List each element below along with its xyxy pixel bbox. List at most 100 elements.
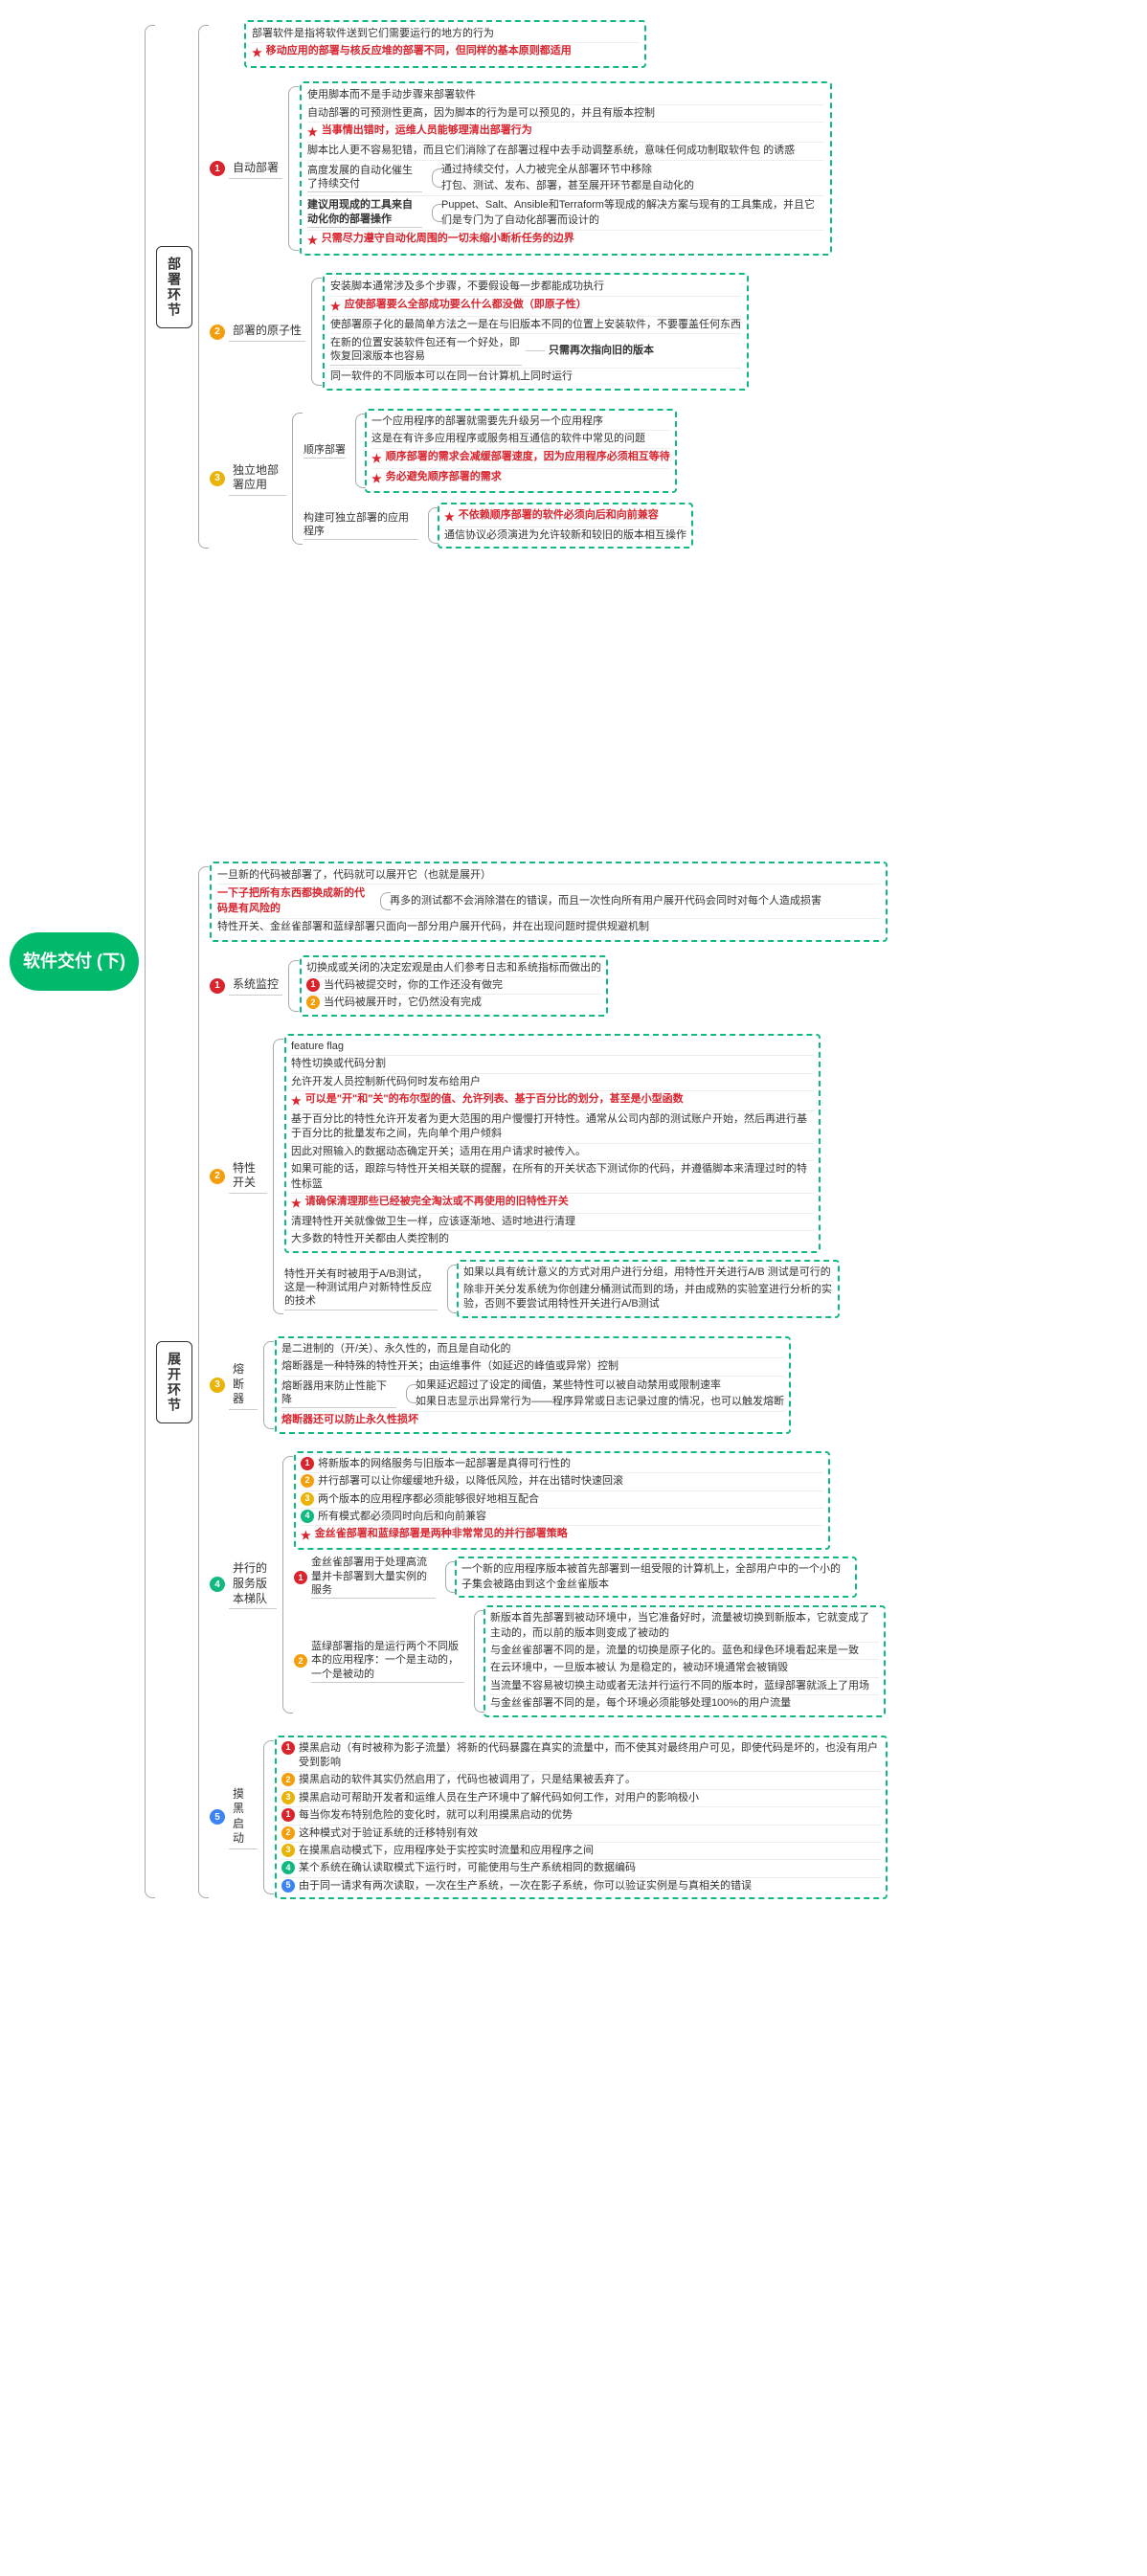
- bg2: 与金丝雀部署不同的是，流量的切换是原子化的。蓝色和绿色环境看起来是一致: [490, 1644, 859, 1658]
- s1l5c: 打包、测试、发布、部署，甚至展开环节都是自动化的: [441, 179, 694, 193]
- s2l4a: 在新的位置安装软件包还有一个好处，即恢复回滚版本也容易: [330, 336, 522, 366]
- badge-1: 1: [210, 161, 225, 176]
- p1: 1: [301, 1457, 314, 1470]
- r1l1: 切换成或关闭的决定宏观是由人们参考日志和系统指标而做出的: [306, 961, 601, 975]
- r5l2: 摸黑启动的软件其实仍然启用了，代码也被调用了，只是结果被丢弃了。: [299, 1773, 636, 1787]
- r5l7: 某个系统在确认读取模式下运行时，可能使用与生产系统相同的数据编码: [299, 1861, 636, 1875]
- bg5: 与金丝雀部署不同的是，每个环境必须能够处理100%的用户流量: [490, 1696, 791, 1711]
- d8: 5: [281, 1879, 295, 1893]
- r1l2: 当代码被提交时，你的工作还没有做完: [324, 978, 503, 993]
- r2l2: 特性切换或代码分割: [291, 1057, 386, 1071]
- bg-label: 蓝绿部署指的是运行两个不同版本的应用程序：一个是主动的，一个是被动的: [311, 1640, 464, 1683]
- r2l6: 因此对照输入的数据动态确定开关；适用在用户请求时被传入。: [291, 1145, 586, 1159]
- deploy-intro-l2: 移动应用的部署与核反应堆的部署不同，但同样的基本原则都适用: [266, 44, 572, 58]
- monitor-title: 系统监控: [229, 975, 282, 996]
- s1l1: 使用脚本而不是手动步骤来部署软件: [307, 88, 476, 102]
- badge-r3: 3: [210, 1378, 225, 1393]
- s3b2: 通信协议必须演进为允许较新和较旧的版本相互操作: [444, 528, 686, 543]
- bg4: 当流量不容易被切换主动或者无法并行运行不同的版本时，蓝绿部署就派上了用场: [490, 1679, 869, 1693]
- badge-r2: 2: [210, 1169, 225, 1184]
- d5: 2: [281, 1826, 295, 1840]
- r3l1: 是二进制的（开/关）、永久性的，而且是自动化的: [281, 1342, 511, 1356]
- canary-badge: 1: [294, 1571, 307, 1584]
- r2l10: 大多数的特性开关都由人类控制的: [291, 1232, 449, 1246]
- seq-label: 顺序部署: [304, 443, 346, 459]
- s1l2: 自动部署的可预测性更高，因为脚本的行为是可以预见的，并且有版本控制: [307, 106, 655, 121]
- r3l2: 熔断器是一种特殊的特性开关；由运维事件（如延迟的峰值或异常）控制: [281, 1359, 618, 1374]
- branch-rollout-title: 展开环节: [156, 1341, 192, 1423]
- r5l5: 这种模式对于验证系统的迁移特别有效: [299, 1826, 478, 1841]
- d1: 1: [281, 1741, 295, 1755]
- badge-3: 3: [210, 471, 225, 486]
- d3: 3: [281, 1791, 295, 1804]
- auto-deploy-title: 自动部署: [229, 159, 282, 179]
- r2l3: 允许开发人员控制新代码何时发布给用户: [291, 1075, 481, 1089]
- r5l8: 由于同一请求有两次读取，一次在生产系统，一次在影子系统，你可以验证实例是与真相关…: [299, 1879, 752, 1893]
- s2l2: 应使部署要么全部成功要么什么都没做（即原子性）: [345, 298, 587, 312]
- s2l5: 同一软件的不同版本可以在同一台计算机上同时运行: [330, 370, 573, 384]
- r2l7: 如果可能的话，跟踪与特性开关相关联的提醒，在所有的开关状态下测试你的代码，并遵循…: [291, 1162, 814, 1192]
- bg1: 新版本首先部署到被动环境中，当它准备好时，流量被切换到新版本，它就变成了主动的，…: [490, 1611, 879, 1641]
- ab1: 如果以具有统计意义的方式对用户进行分组，用特性开关进行A/B 测试是可行的: [463, 1266, 831, 1280]
- r5l3: 摸黑启动可帮助开发者和运维人员在生产环境中了解代码如何工作，对用户的影响极小: [299, 1791, 699, 1805]
- s1l4: 脚本比人更不容易犯错，而且它们消除了在部署过程中去手动调整系统，意味任何成功制取…: [307, 144, 795, 158]
- badge-r5: 5: [210, 1809, 225, 1825]
- p4: 4: [301, 1510, 314, 1523]
- r1l3: 当代码被展开时，它仍然没有完成: [324, 996, 482, 1010]
- ab2: 除非开关分发系统为你创建分桶测试而到的场，并由成熟的实验室进行分析的实验，否则不…: [463, 1283, 833, 1312]
- mini-2: 2: [306, 996, 320, 1009]
- canary1: 一个新的应用程序版本被首先部署到一组受限的计算机上，全部用户中的一个小的子集会被…: [461, 1562, 850, 1592]
- monitor-box: 切换成或关闭的决定宏观是由人们参考日志和系统指标而做出的 1当代码被提交时，你的…: [300, 955, 608, 1017]
- auto-deploy-box: 使用脚本而不是手动步骤来部署软件 自动部署的可预测性更高，因为脚本的行为是可以预…: [300, 81, 832, 256]
- r4l1: 将新版本的网络服务与旧版本一起部署是真得可行性的: [318, 1457, 571, 1471]
- bg-badge: 2: [294, 1654, 307, 1668]
- build-box: ★不依赖顺序部署的软件必须向后和向前兼容 通信协议必须演进为允许较新和较旧的版本…: [438, 503, 693, 549]
- par-box: 1将新版本的网络服务与旧版本一起部署是真得可行性的 2并行部署可以让你缓缓地升级…: [294, 1451, 830, 1551]
- indie-title: 独立地部署应用: [229, 461, 286, 496]
- s1l5b: 通过持续交付，人力被完全从部署环节中移除: [441, 163, 694, 177]
- ab-label: 特性开关有时被用于A/B测试，这是一种测试用户对新特性反应的技术: [284, 1267, 438, 1310]
- d4: 1: [281, 1808, 295, 1822]
- s1l7: 只需尽力遵守自动化周围的一切未缩小断析任务的边界: [322, 232, 574, 246]
- bg3: 在云环境中，一旦版本被认 为是稳定的，被动环境通常会被销毁: [490, 1661, 788, 1675]
- r-i2b: 再多的测试都不会消除潜在的错误，而且一次性向所有用户展开代码会同时对每个人造成损…: [390, 894, 821, 908]
- canary-box: 一个新的应用程序版本被首先部署到一组受限的计算机上，全部用户中的一个小的子集会被…: [455, 1557, 857, 1598]
- r4l3: 两个版本的应用程序都必须能够很好地相互配合: [318, 1492, 539, 1507]
- s1l3: 当事情出错时，运维人员能够理清出部署行为: [322, 123, 532, 138]
- s1l6a: 建议用现成的工具来自动化你的部署操作: [307, 198, 422, 228]
- cb-box: 是二进制的（开/关）、永久性的，而且是自动化的 熔断器是一种特殊的特性开关；由运…: [275, 1336, 791, 1434]
- r3l3a: 如果延迟超过了设定的阈值，某些特性可以被自动禁用或限制速率: [416, 1378, 784, 1393]
- p3: 3: [301, 1492, 314, 1506]
- r-i1: 一旦新的代码被部署了，代码就可以展开它（也就是展开）: [217, 868, 491, 883]
- badge-2: 2: [210, 325, 225, 340]
- r2l1: feature flag: [291, 1040, 344, 1054]
- r2l4: 可以是"开"和"关"的布尔型的值、允许列表、基于百分比的划分，甚至是小型函数: [305, 1092, 684, 1107]
- root-node: 软件交付 (下): [10, 932, 139, 991]
- s3a4: 务必避免顺序部署的需求: [386, 470, 502, 484]
- d2: 2: [281, 1773, 295, 1786]
- r4l5: 金丝雀部署和蓝绿部署是两种非常常见的并行部署策略: [315, 1527, 568, 1541]
- s3b1: 不依赖顺序部署的软件必须向后和向前兼容: [459, 508, 659, 523]
- d6: 3: [281, 1844, 295, 1857]
- seq-box: 一个应用程序的部署就需要先升级另一个应用程序 这是在有许多应用程序或服务相互通信…: [365, 409, 677, 493]
- r5l4: 每当你发布特别危险的变化时，就可以利用摸黑启动的优势: [299, 1808, 573, 1823]
- s2l4b: 只需再次指向旧的版本: [549, 344, 654, 358]
- s3a3: 顺序部署的需求会减缓部署速度，因为应用程序必须相互等待: [386, 450, 670, 464]
- r3l3al: 熔断器用来防止性能下降: [281, 1379, 396, 1409]
- r-i2: 一下子把所有东西都换成新的代码是有风险的: [217, 886, 371, 916]
- s1l6b: Puppet、Salt、Ansible和Terraform等现成的解决方案与现有…: [441, 198, 824, 228]
- r5l1: 摸黑启动（有时被称为影子流量）将新的代码暴露在真实的流量中，而不使其对最终用户可…: [299, 1741, 881, 1771]
- r3l3b: 如果日志显示出异常行为——程序异常或日志记录过度的情况，也可以触发熔断: [416, 1395, 784, 1409]
- ff-title: 特性开关: [229, 1159, 267, 1194]
- r5l6: 在摸黑启动模式下，应用程序处于实控实时流量和应用程序之间: [299, 1844, 594, 1858]
- mindmap-root: 软件交付 (下) 部署环节 部署软件是指将软件送到它们需要运行的地方的行为 ★移…: [10, 19, 1137, 1904]
- atomic-box: 安装脚本通常涉及多个步骤，不要假设每一步都能成功执行 ★应使部署要么全部成功要么…: [323, 273, 749, 391]
- build-label: 构建可独立部署的应用程序: [304, 511, 418, 541]
- rollout-intro: 一旦新的代码被部署了，代码就可以展开它（也就是展开） 一下子把所有东西都换成新的…: [210, 862, 888, 942]
- branch-rollout: 展开环节 一旦新的代码被部署了，代码就可以展开它（也就是展开） 一下子把所有东西…: [156, 861, 888, 1904]
- r4l2: 并行部署可以让你缓缓地升级，以降低风险，并在出错时快速回滚: [318, 1474, 623, 1489]
- deploy-intro-l1: 部署软件是指将软件送到它们需要运行的地方的行为: [252, 27, 494, 41]
- ff-box: feature flag 特性切换或代码分割 允许开发人员控制新代码何时发布给用…: [284, 1034, 821, 1253]
- r2l9: 清理特性开关就像做卫生一样，应该逐渐地、适时地进行清理: [291, 1215, 575, 1229]
- branch-deploy-title: 部署环节: [156, 246, 192, 328]
